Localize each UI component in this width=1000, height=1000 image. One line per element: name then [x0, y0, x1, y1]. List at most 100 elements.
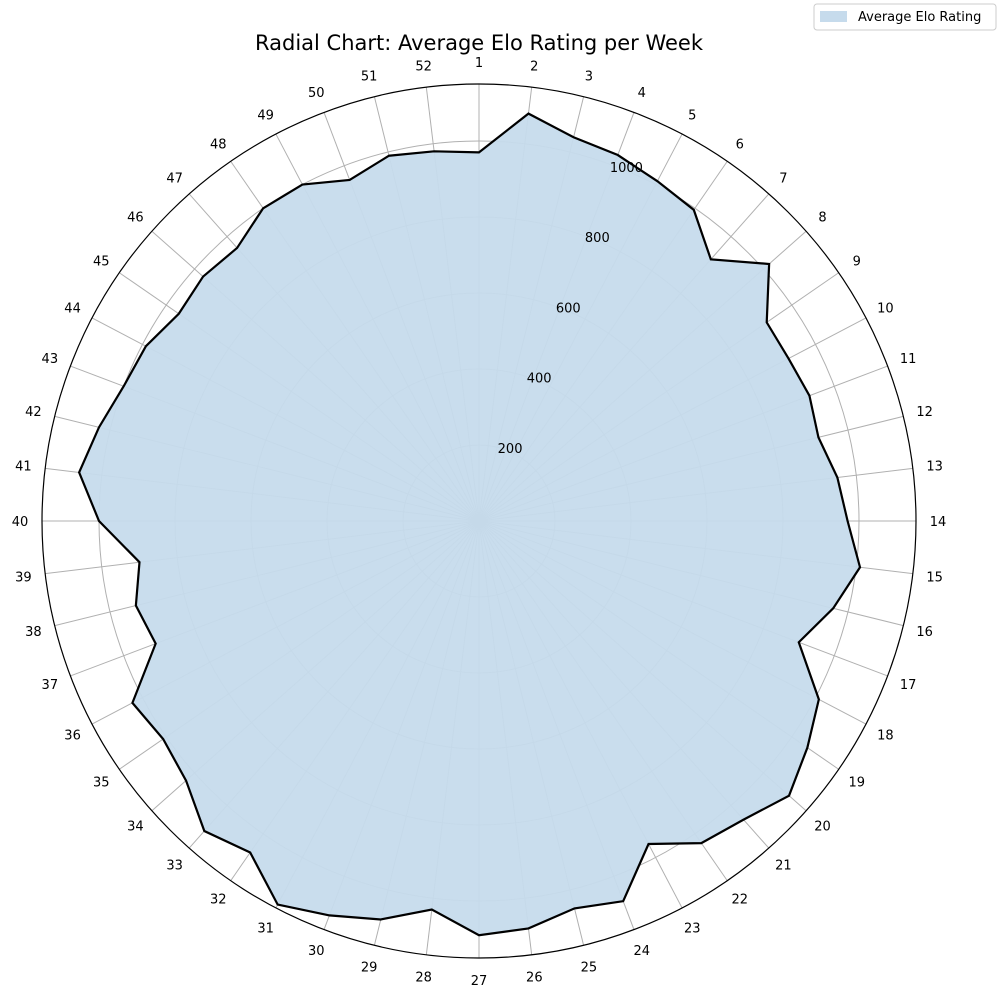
- angle-tick-label: 46: [127, 211, 144, 226]
- angle-tick-label: 23: [684, 921, 701, 936]
- angle-tick-label: 38: [25, 625, 42, 640]
- angle-tick-label: 32: [210, 893, 227, 908]
- angle-tick-label: 51: [361, 69, 378, 84]
- data-point: [162, 738, 164, 740]
- angle-tick-label: 16: [916, 625, 933, 640]
- data-point: [131, 702, 134, 704]
- angle-tick-label: 45: [93, 254, 110, 269]
- data-point: [622, 900, 624, 902]
- angle-tick-label: 47: [166, 171, 183, 186]
- data-point: [832, 607, 834, 610]
- angle-tick-label: 49: [257, 109, 274, 124]
- data-point: [249, 851, 251, 854]
- data-point: [527, 112, 530, 115]
- angle-tick-label: 48: [210, 137, 227, 152]
- data-point: [616, 154, 619, 156]
- angle-tick-label: 40: [12, 515, 29, 530]
- legend-frame: [813, 3, 997, 31]
- data-point: [787, 357, 790, 360]
- angle-tick-label: 22: [731, 893, 748, 908]
- data-point: [98, 520, 100, 522]
- data-point: [859, 566, 861, 569]
- angle-tick-label: 14: [930, 515, 947, 530]
- angle-tick-label: 12: [916, 405, 933, 420]
- angle-tick-label: 25: [581, 961, 598, 976]
- data-point: [836, 476, 839, 479]
- data-point: [846, 520, 849, 522]
- data-point: [710, 258, 712, 261]
- angle-tick-label: 9: [853, 254, 861, 269]
- angle-tick-label: 11: [900, 352, 917, 367]
- angle-tick-label: 7: [779, 171, 787, 186]
- data-point: [388, 154, 390, 157]
- series-layer: [77, 112, 862, 937]
- angle-tick-label: 29: [361, 961, 378, 976]
- radial-tick-label: 400: [527, 372, 552, 387]
- data-point: [808, 394, 811, 397]
- data-point: [328, 914, 331, 917]
- angle-tick-label: 37: [42, 678, 59, 693]
- data-point: [797, 641, 800, 644]
- angle-tick-label: 44: [64, 302, 81, 317]
- radial-tick-labels: 200 400 600 800 1000: [498, 161, 643, 457]
- angle-tick-label: 33: [166, 859, 183, 874]
- data-point: [98, 426, 100, 429]
- data-point: [692, 209, 695, 211]
- angle-tick-label: 17: [900, 678, 917, 693]
- radial-tick-label: 800: [585, 231, 610, 246]
- data-point: [572, 136, 575, 139]
- angle-tick-label: 39: [15, 570, 32, 585]
- data-point: [817, 436, 820, 439]
- data-point: [262, 207, 264, 210]
- data-point: [236, 247, 238, 249]
- data-point: [478, 934, 480, 936]
- angle-tick-label: 41: [15, 460, 32, 475]
- data-point: [647, 843, 650, 845]
- data-point: [433, 150, 435, 153]
- data-point: [202, 275, 204, 278]
- series-area: [79, 113, 860, 936]
- legend-swatch: [820, 11, 847, 22]
- angle-tick-labels: 1 234567891011121314151617181920212223242…: [12, 56, 947, 989]
- data-point: [818, 698, 820, 701]
- angle-tick-label: 3: [585, 69, 593, 84]
- data-point: [348, 179, 351, 181]
- data-point: [788, 794, 790, 797]
- angle-tick-label: 2: [530, 59, 538, 74]
- angle-tick-label: 36: [64, 728, 81, 743]
- angle-tick-label: 15: [926, 570, 943, 585]
- data-point: [138, 561, 141, 564]
- data-point: [276, 903, 279, 906]
- data-point: [765, 321, 768, 324]
- data-point: [527, 927, 530, 930]
- angle-tick-label: 34: [127, 819, 144, 834]
- outer-ring: [41, 83, 917, 959]
- data-point: [135, 604, 137, 607]
- angle-tick-label: 27: [471, 974, 488, 989]
- angle-tick-label: 24: [633, 944, 650, 959]
- data-point: [185, 779, 187, 782]
- angle-tick-label: 13: [926, 460, 943, 475]
- angle-tick-label: 10: [877, 302, 894, 317]
- angle-tick-label: 42: [25, 405, 42, 420]
- angle-tick-label: 6: [736, 137, 744, 152]
- legend-label: Average Elo Rating: [858, 10, 981, 25]
- angle-tick-label: 43: [42, 352, 59, 367]
- data-point: [203, 830, 206, 832]
- angle-tick-label: 35: [93, 776, 110, 791]
- angle-tick-label: 19: [848, 776, 865, 791]
- data-point: [742, 818, 745, 821]
- data-point: [145, 345, 147, 347]
- angle-tick-label: 8: [818, 211, 826, 226]
- data-point: [154, 642, 157, 645]
- radial-tick-label: 200: [498, 442, 523, 457]
- data-point: [177, 312, 180, 315]
- legend: Average Elo Rating: [813, 3, 997, 31]
- angle-tick-label: 28: [415, 971, 432, 986]
- data-point: [768, 263, 770, 265]
- angle-tick-label: 5: [688, 109, 696, 124]
- radial-tick-label: 600: [556, 301, 581, 316]
- radial-tick-label: 1000: [610, 161, 643, 176]
- data-point: [806, 746, 809, 749]
